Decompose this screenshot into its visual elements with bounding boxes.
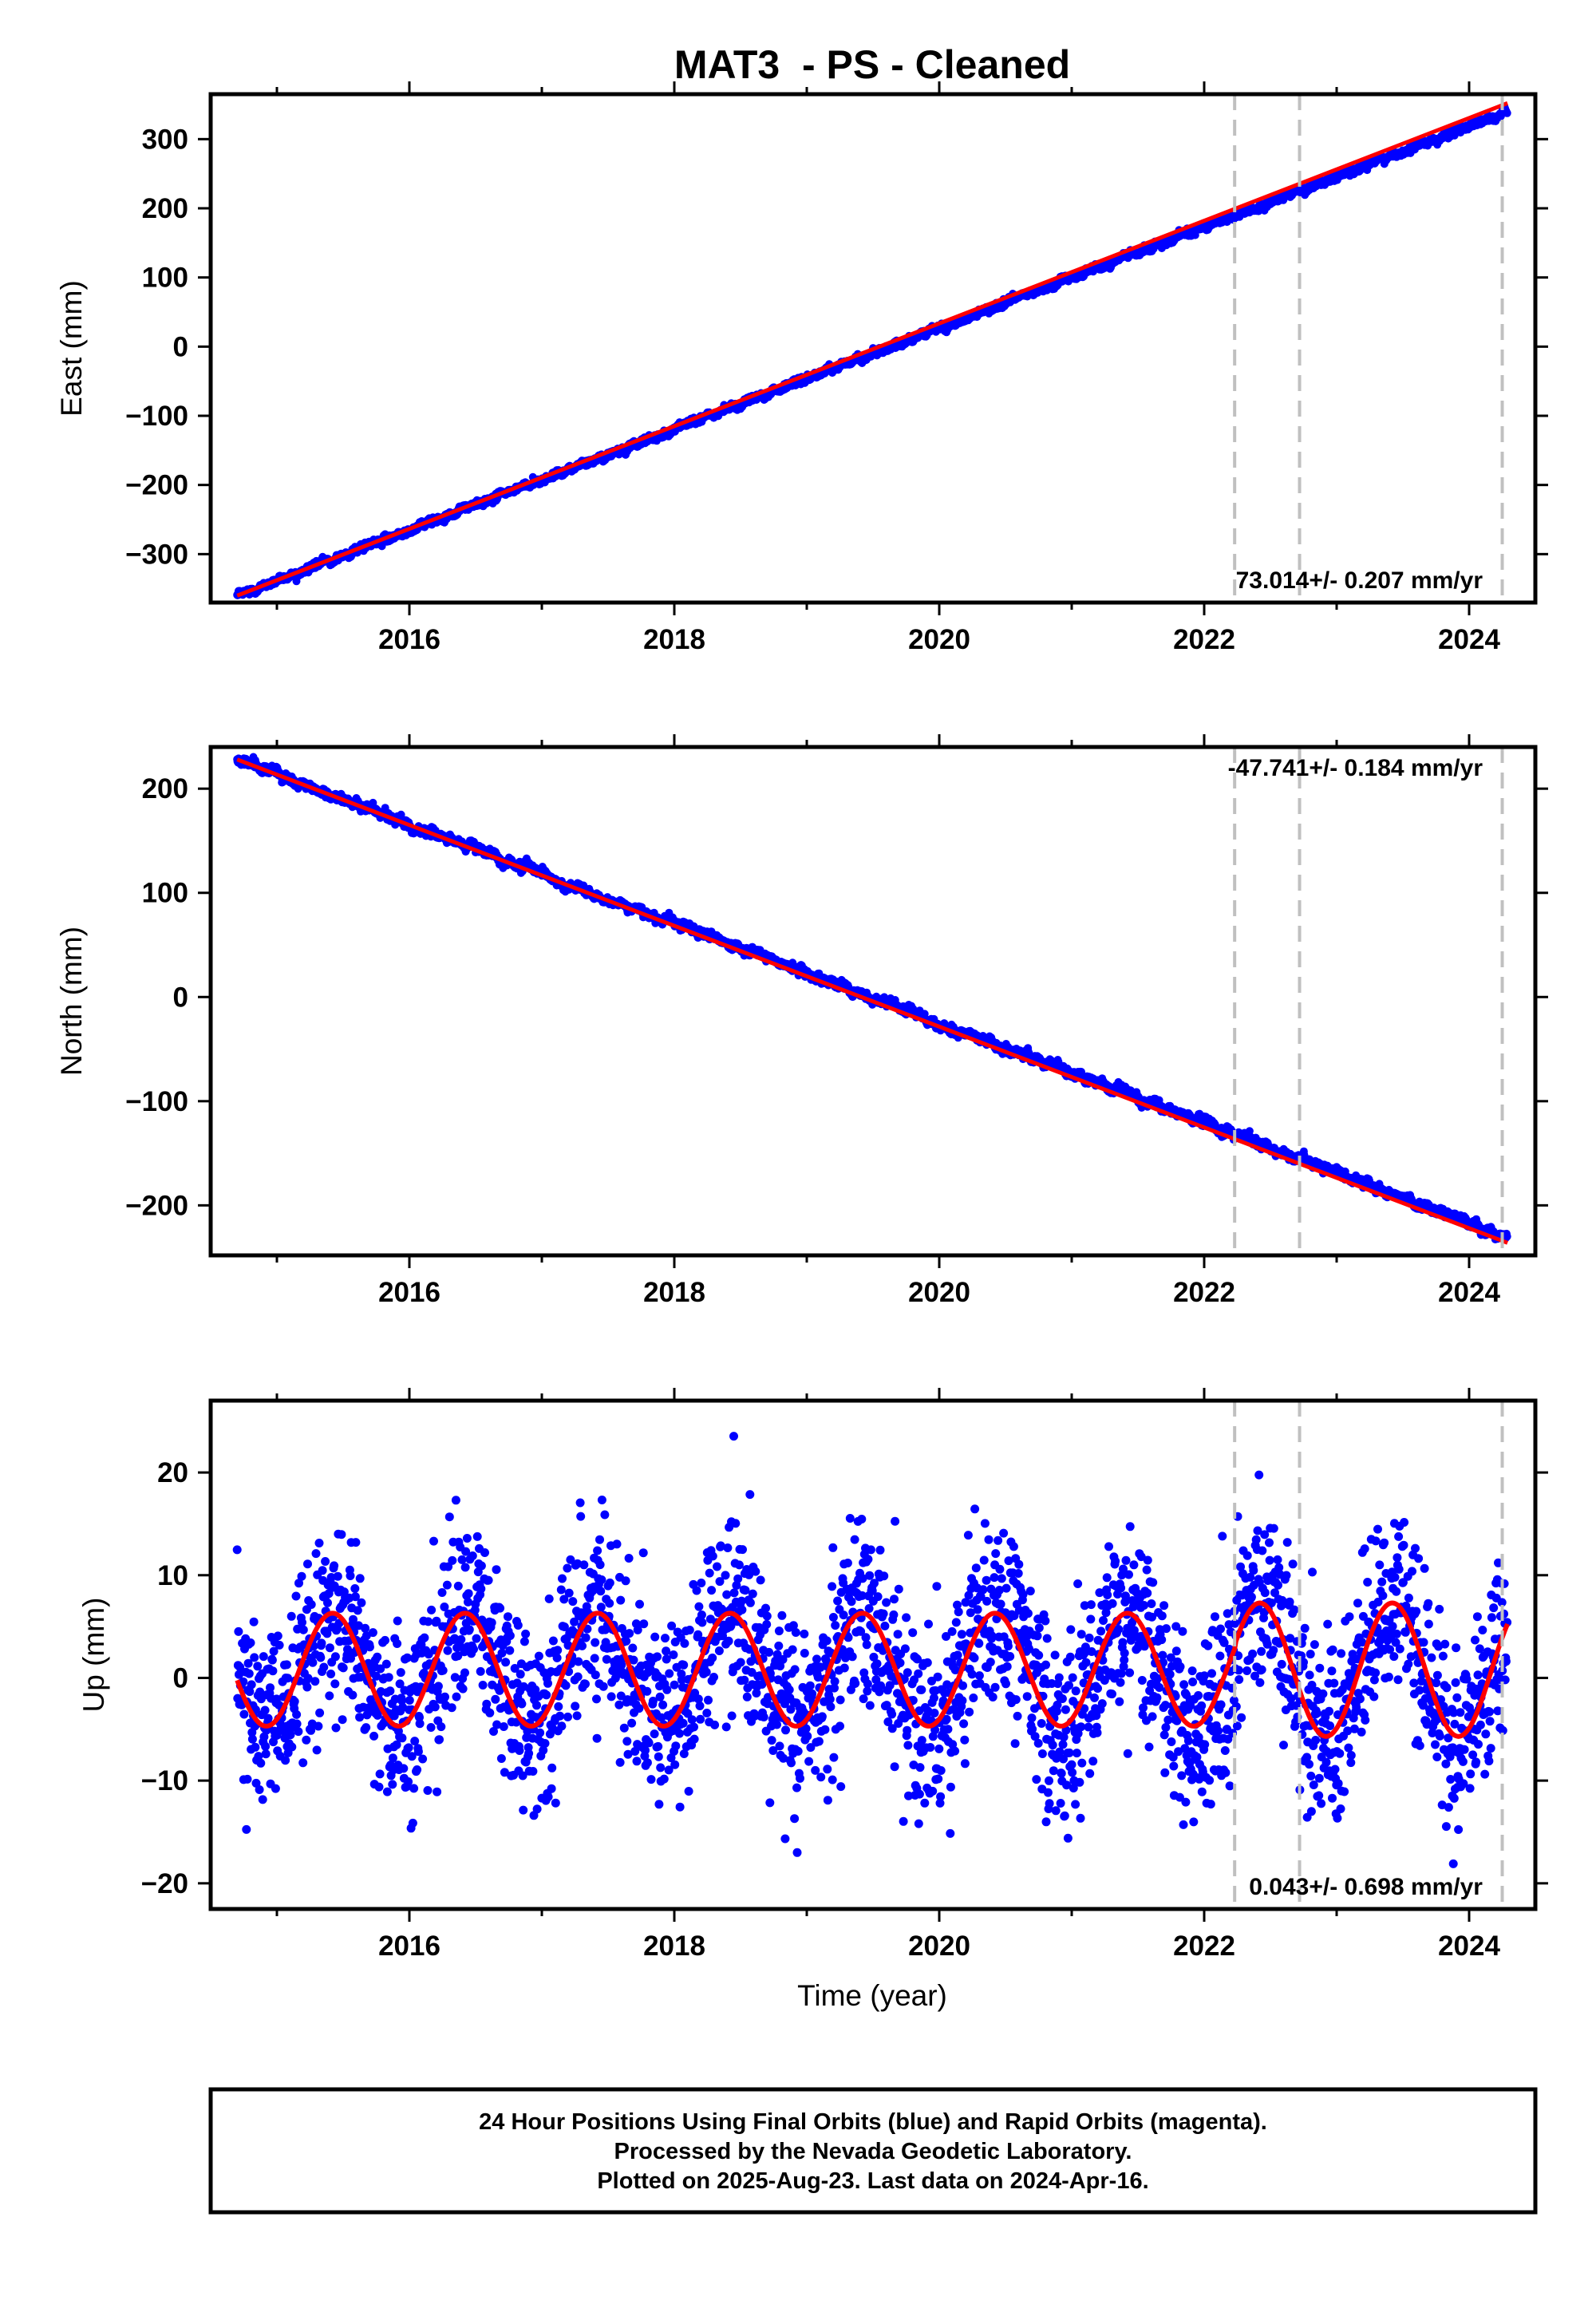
trend-fit-line xyxy=(236,101,1509,598)
x-tick-label: 2018 xyxy=(643,624,705,655)
y-tick-label: −100 xyxy=(125,401,188,432)
y-axis-title: North (mm) xyxy=(55,927,88,1076)
y-tick-label: 100 xyxy=(142,878,188,909)
figure-title: MAT3 - PS - Cleaned xyxy=(674,42,1070,87)
x-tick-label: 2022 xyxy=(1173,624,1235,655)
x-tick-label: 2016 xyxy=(378,1277,440,1308)
x-tick-label: 2016 xyxy=(378,624,440,655)
y-axis-title: East (mm) xyxy=(55,280,88,417)
y-tick-label: −300 xyxy=(125,539,188,570)
data-point xyxy=(369,798,377,807)
y-tick-label: 200 xyxy=(142,193,188,224)
y-tick-label: 0 xyxy=(173,331,188,362)
north-panel: 2016 2018 2020 2022 2024 −200 −100 0 100 200 North… xyxy=(55,734,1548,1308)
y-tick-label: −100 xyxy=(125,1086,188,1117)
plot-frame xyxy=(208,92,1538,605)
data-layer xyxy=(233,753,1511,1245)
data-point xyxy=(1503,109,1511,117)
rate-label: 73.014+/- 0.207 mm/yr xyxy=(1236,567,1483,594)
y-tick-label: −200 xyxy=(125,470,188,501)
x-tick-label: 2018 xyxy=(643,1277,705,1308)
x-tick-label: 2020 xyxy=(908,624,970,655)
data-layer xyxy=(233,101,1511,599)
x-tick-label: 2024 xyxy=(1438,624,1500,655)
y-tick-label: 0 xyxy=(173,982,188,1013)
y-tick-label: 200 xyxy=(142,773,188,804)
x-tick-label: 2024 xyxy=(1438,1277,1500,1308)
x-tick-label: 2022 xyxy=(1173,1277,1235,1308)
east-panel: 2016 2018 2020 2022 2024 −300 −200 −100 0 100 200 3… xyxy=(55,81,1548,655)
x-tick-label: 2020 xyxy=(908,1277,970,1308)
y-tick-label: 100 xyxy=(142,263,188,294)
y-tick-label: 300 xyxy=(142,124,188,155)
y-tick-label: −200 xyxy=(125,1190,188,1221)
